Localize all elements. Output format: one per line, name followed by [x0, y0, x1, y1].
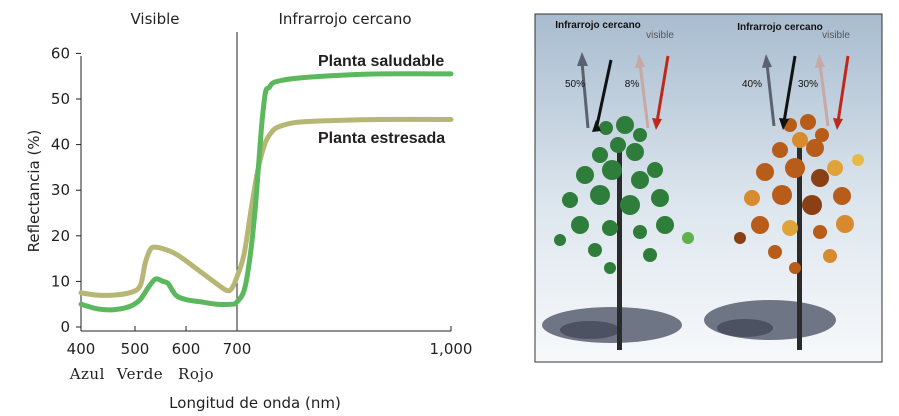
region-label-nir: Infrarrojo cercano [278, 10, 411, 28]
series-label-planta-estresada: Planta estresada [318, 130, 445, 147]
band-labels: Azul Verde Rojo [69, 365, 214, 383]
left-visible-percent: 8% [625, 79, 640, 90]
x-axis-ticks: 400 500 600 700 1,000 [67, 326, 473, 358]
x-tick-label: 1,000 [430, 340, 473, 358]
y-tick-label: 0 [60, 318, 70, 336]
left-visible-label: visible [646, 30, 674, 41]
series-label-planta-saludable: Planta saludable [318, 53, 444, 70]
tree-trunk [797, 140, 802, 350]
x-tick-label: 500 [121, 340, 150, 358]
x-axis-title: Longitud de onda (nm) [169, 394, 341, 412]
tree-reflectance-illustration: Infrarrojo cercano visible 50% 8% [534, 13, 883, 363]
y-tick-label: 40 [51, 136, 70, 154]
region-label-visible: Visible [131, 10, 180, 28]
right-nir-label: Infrarrojo cercano [737, 22, 823, 33]
visible-reflected-arrow [818, 63, 830, 127]
healthy-tree-group: Infrarrojo cercano visible 50% 8% [542, 20, 694, 350]
tree-trunk [617, 145, 622, 350]
nir-incoming-arrow [782, 55, 797, 123]
nir-reflected-arrow [580, 61, 590, 129]
y-tick-label: 20 [51, 227, 70, 245]
visible-reflected-arrow [638, 63, 650, 129]
y-axis-ticks: 0 10 20 30 40 50 60 [51, 44, 81, 336]
left-nir-label: Infrarrojo cercano [555, 20, 641, 31]
y-tick-label: 50 [51, 90, 70, 108]
x-tick-label: 600 [172, 340, 201, 358]
series-line-planta-estresada [78, 116, 454, 298]
reflectance-chart: Visible Infrarrojo cercano 0 10 20 30 40 50 60… [25, 10, 472, 412]
right-nir-percent: 40% [742, 79, 762, 90]
y-tick-label: 60 [51, 44, 70, 62]
left-nir-percent: 50% [565, 79, 585, 90]
nir-reflected-arrow [765, 63, 776, 127]
visible-incoming-arrow [655, 55, 670, 123]
band-label: Rojo [178, 365, 214, 383]
nir-incoming-arrow [594, 59, 613, 131]
y-axis-title: Reflectancia (%) [25, 130, 43, 253]
band-label: Verde [116, 365, 163, 383]
healthy-foliage [554, 116, 694, 274]
x-tick-label: 400 [67, 340, 96, 358]
tree-shadow [704, 300, 836, 340]
illustration-frame [534, 13, 883, 363]
y-tick-label: 10 [51, 272, 70, 290]
series-line-planta-saludable [78, 71, 454, 313]
x-tick-label: 700 [223, 340, 252, 358]
visible-incoming-arrow [836, 55, 850, 123]
stressed-tree-group: Infrarrojo cercano visible 40% 30% [704, 22, 864, 350]
band-label: Azul [69, 365, 105, 383]
y-tick-label: 30 [51, 181, 70, 199]
right-visible-percent: 30% [798, 79, 818, 90]
right-visible-label: visible [822, 30, 850, 41]
